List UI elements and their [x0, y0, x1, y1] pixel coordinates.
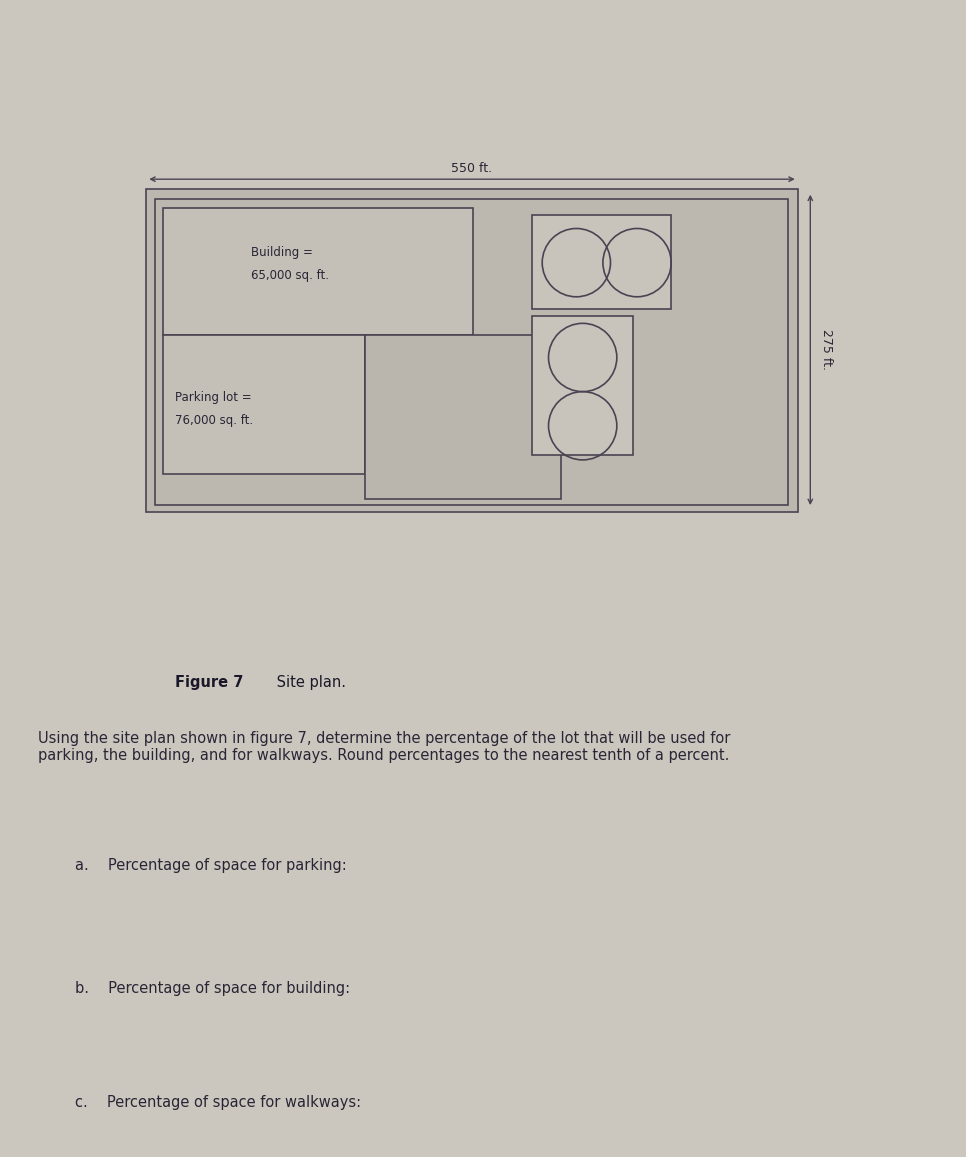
Text: 275 ft.: 275 ft.	[820, 330, 834, 370]
Text: 65,000 sq. ft.: 65,000 sq. ft.	[251, 268, 329, 282]
Text: b.  Percentage of space for building:: b. Percentage of space for building:	[75, 981, 350, 996]
Text: 76,000 sq. ft.: 76,000 sq. ft.	[176, 414, 254, 427]
Bar	[365, 334, 561, 499]
Text: Figure 7: Figure 7	[175, 675, 243, 690]
Bar	[532, 214, 671, 309]
Bar	[163, 334, 365, 474]
Bar	[156, 199, 787, 506]
Text: Building =: Building =	[251, 246, 313, 259]
Bar	[163, 208, 472, 334]
Text: a.  Percentage of space for parking:: a. Percentage of space for parking:	[75, 858, 347, 874]
Text: Using the site plan shown in figure 7, determine the percentage of the lot that : Using the site plan shown in figure 7, d…	[38, 730, 730, 762]
Text: c.  Percentage of space for walkways:: c. Percentage of space for walkways:	[75, 1096, 361, 1111]
Bar	[532, 316, 634, 455]
Text: 550 ft.: 550 ft.	[451, 162, 492, 176]
Text: Parking lot =: Parking lot =	[176, 391, 252, 405]
Text: Site plan.: Site plan.	[272, 675, 346, 690]
